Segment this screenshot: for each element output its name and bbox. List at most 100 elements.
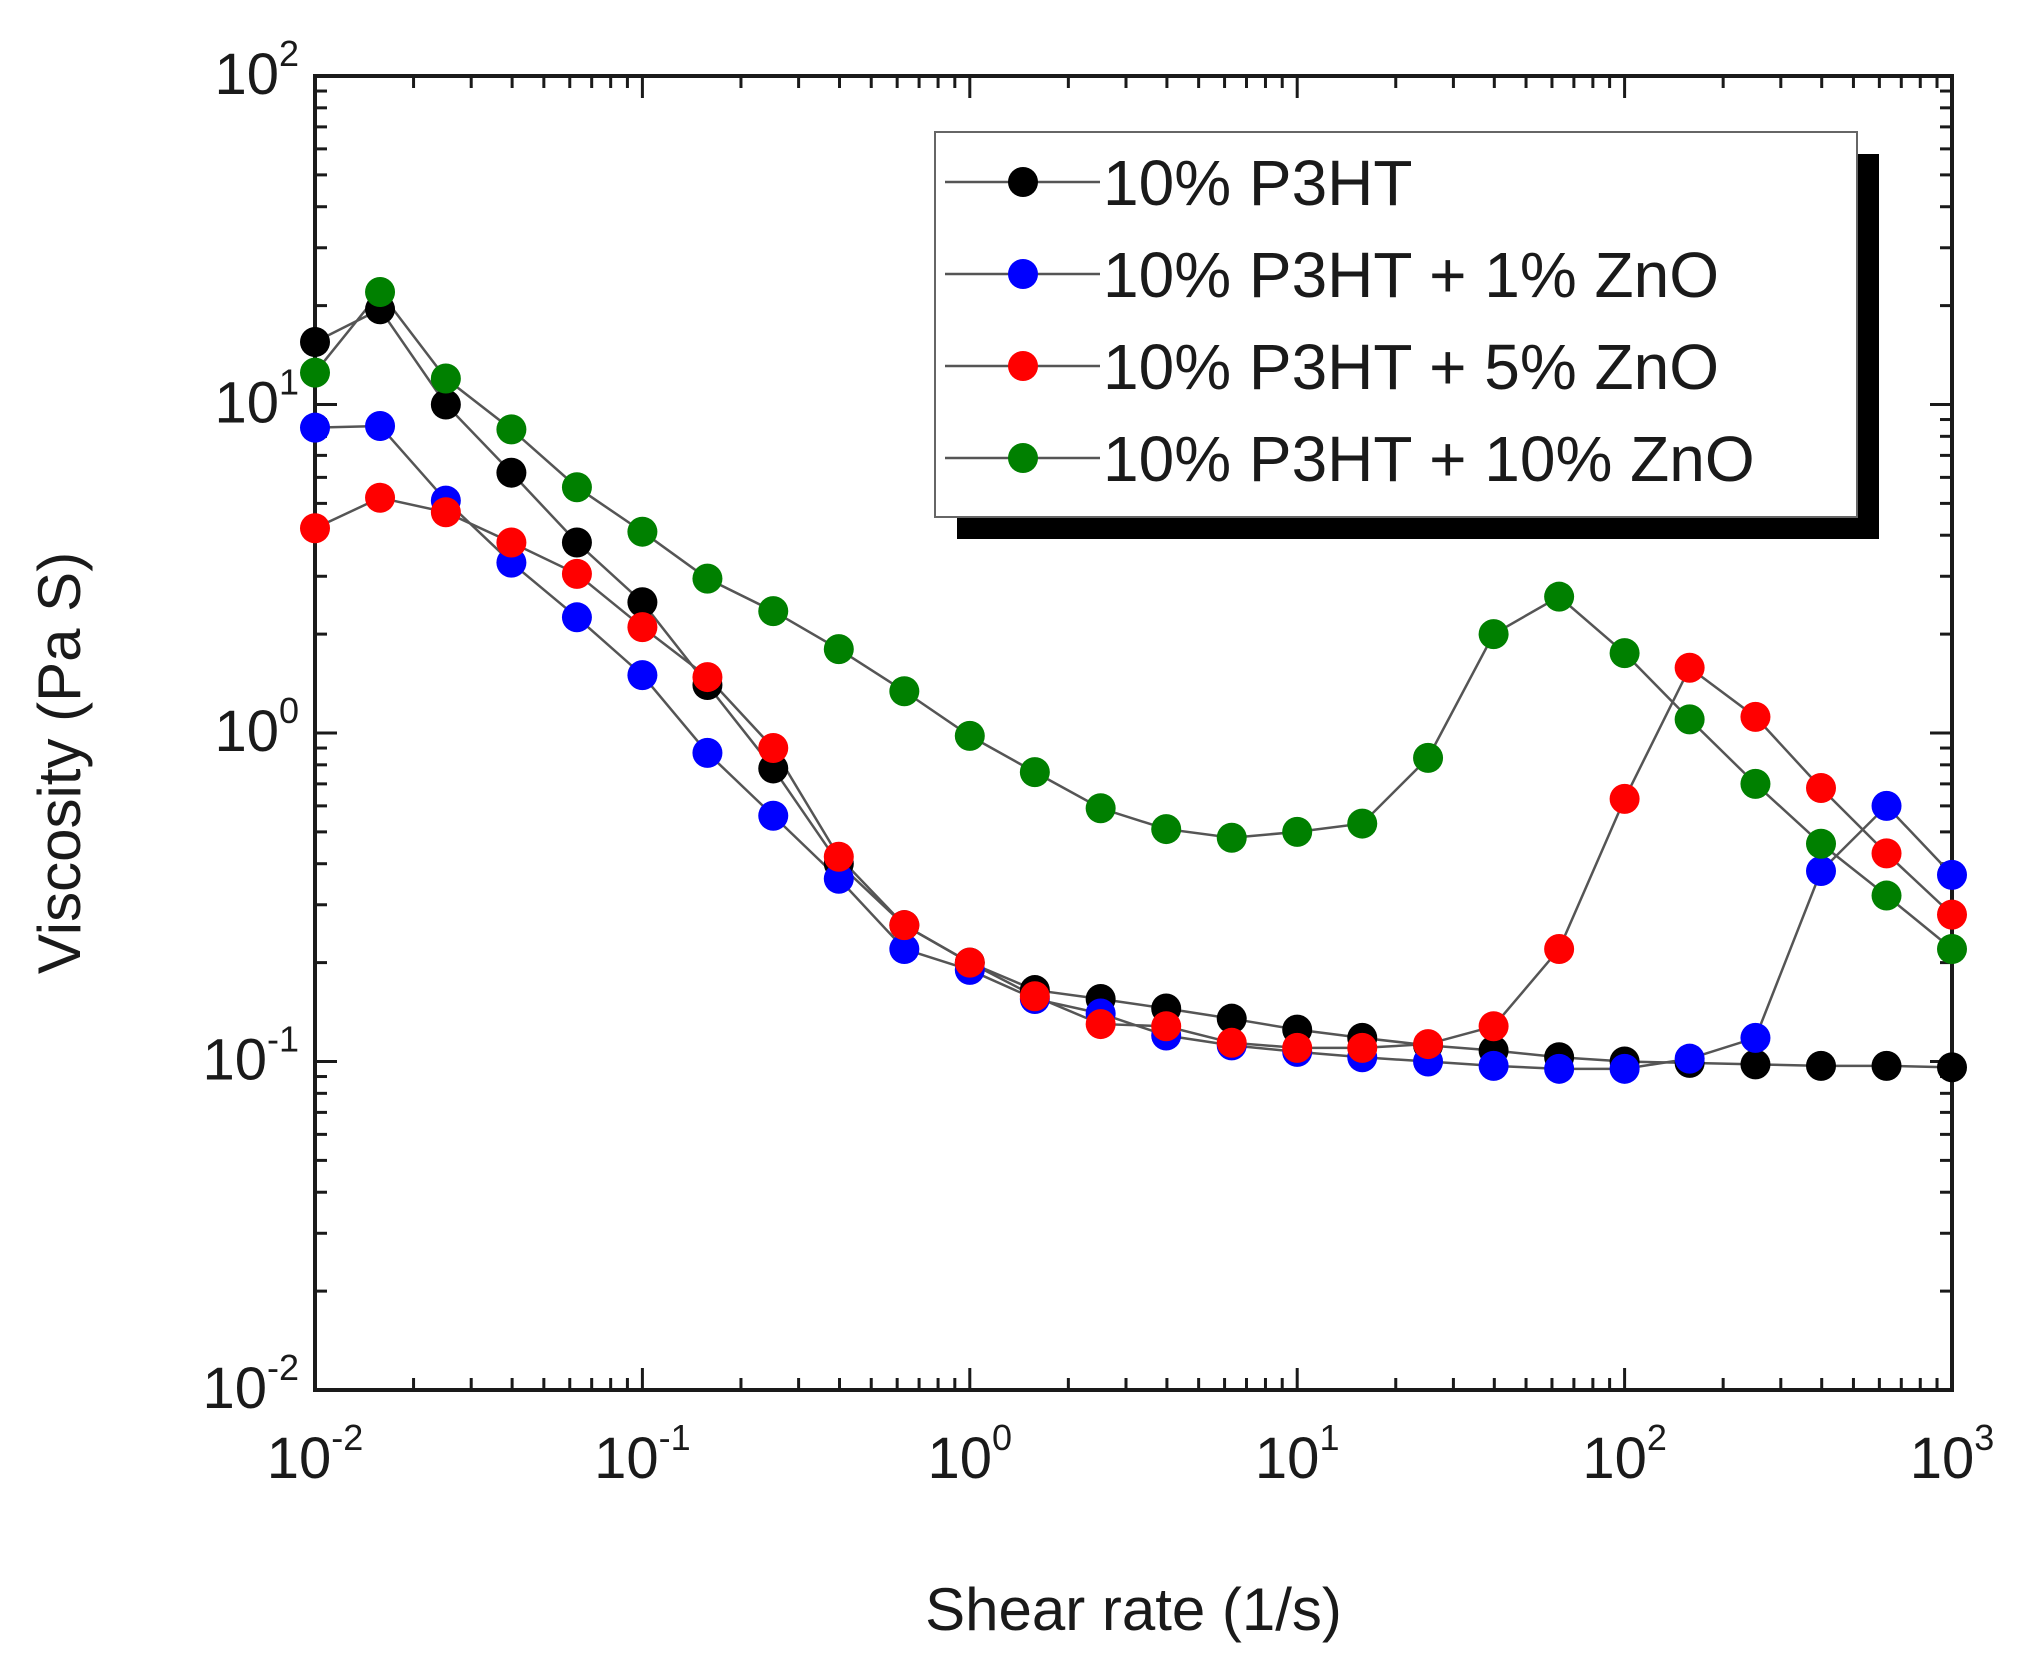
data-points-layer (300, 277, 1967, 1084)
x-tick-label: 101 (1255, 1417, 1340, 1491)
y-tick-base: 10 (214, 371, 279, 436)
legend-label: 10% P3HT + 1% ZnO (1103, 239, 1719, 311)
data-point (1937, 859, 1967, 890)
data-point (1871, 880, 1902, 911)
data-point (300, 326, 330, 357)
x-tick-base: 10 (267, 1426, 332, 1491)
data-point (889, 676, 920, 707)
y-tick-base: 10 (202, 1356, 267, 1421)
data-point (430, 389, 461, 420)
data-point (954, 947, 985, 978)
data-point (1019, 981, 1050, 1012)
data-point (758, 800, 789, 831)
data-point (1019, 757, 1050, 788)
x-axis-title: Shear rate (1/s) (925, 1576, 1342, 1643)
data-point (692, 563, 723, 594)
x-tick-base: 10 (1255, 1426, 1320, 1491)
y-tick-exponent: 0 (279, 690, 299, 731)
data-point (823, 863, 854, 894)
data-point (430, 497, 461, 528)
x-tick-exponent: 1 (1319, 1417, 1339, 1458)
data-point (561, 527, 592, 558)
data-point (889, 910, 920, 941)
data-point (692, 662, 723, 693)
data-point (627, 612, 658, 643)
data-point (1740, 768, 1771, 799)
data-point (1609, 638, 1640, 669)
y-tick-label: 10-2 (202, 1347, 299, 1421)
data-point (365, 277, 396, 308)
y-tick-exponent: -2 (267, 1347, 299, 1388)
data-point (300, 513, 330, 544)
x-tick-exponent: -1 (659, 1417, 691, 1458)
data-point (1806, 856, 1837, 887)
data-point (1347, 1032, 1378, 1063)
x-tick-base: 10 (1910, 1426, 1975, 1491)
series-line-3 (314, 496, 1953, 1050)
y-tick-label: 100 (214, 690, 299, 764)
data-point (889, 934, 920, 965)
y-tick-base: 10 (214, 699, 279, 764)
data-point (1937, 899, 1967, 930)
data-point (1478, 619, 1509, 650)
data-point (1216, 1027, 1247, 1058)
x-tick-base: 10 (594, 1426, 659, 1491)
data-point (561, 472, 592, 503)
legend-box (934, 131, 1858, 518)
data-point (1609, 783, 1640, 814)
data-point (1740, 701, 1771, 732)
data-point (692, 737, 723, 768)
data-point (1413, 1029, 1444, 1060)
legend-marker (1008, 167, 1038, 197)
legend-label: 10% P3HT (1103, 147, 1412, 219)
y-tick-exponent: 1 (279, 362, 299, 403)
x-tick-label: 10-2 (267, 1417, 364, 1491)
y-tick-exponent: 2 (279, 33, 299, 74)
data-point (1937, 934, 1967, 965)
data-point (561, 558, 592, 589)
legend-label: 10% P3HT + 10% ZnO (1103, 423, 1755, 495)
x-tick-exponent: 0 (992, 1417, 1012, 1458)
data-point (1282, 816, 1313, 847)
data-point (1871, 838, 1902, 869)
data-point (758, 596, 789, 627)
data-point (1871, 1050, 1902, 1081)
x-tick-label: 103 (1910, 1417, 1995, 1491)
data-point (1347, 808, 1378, 839)
x-tick-base: 10 (928, 1426, 993, 1491)
data-point (627, 660, 658, 691)
data-point (1216, 822, 1247, 853)
data-point (1282, 1032, 1313, 1063)
legend-marker (1008, 351, 1038, 381)
data-point (1609, 1053, 1640, 1084)
data-point (758, 733, 789, 764)
legend-marker (1008, 259, 1038, 289)
data-point (1674, 1043, 1705, 1074)
data-point (1806, 773, 1837, 804)
data-point (627, 587, 658, 618)
y-tick-label: 10-1 (202, 1019, 299, 1093)
data-point (496, 527, 527, 558)
data-point (954, 720, 985, 751)
y-axis-title: Viscosity (Pa S) (26, 552, 93, 974)
data-point (561, 602, 592, 633)
y-tick-base: 10 (214, 42, 279, 107)
data-point (1544, 581, 1575, 612)
data-point (1806, 1050, 1837, 1081)
data-point (496, 414, 527, 445)
data-point (1740, 1049, 1771, 1080)
y-tick-label: 101 (214, 362, 299, 436)
y-tick-label: 102 (214, 33, 299, 107)
data-point (1871, 790, 1902, 821)
data-point (1151, 814, 1182, 845)
x-tick-exponent: 2 (1647, 1417, 1667, 1458)
data-point (823, 841, 854, 872)
x-tick-exponent: 3 (1974, 1417, 1994, 1458)
data-point (1806, 828, 1837, 859)
data-point (1413, 742, 1444, 773)
x-tick-exponent: -2 (331, 1417, 363, 1458)
data-point (823, 634, 854, 665)
data-point (365, 411, 396, 442)
